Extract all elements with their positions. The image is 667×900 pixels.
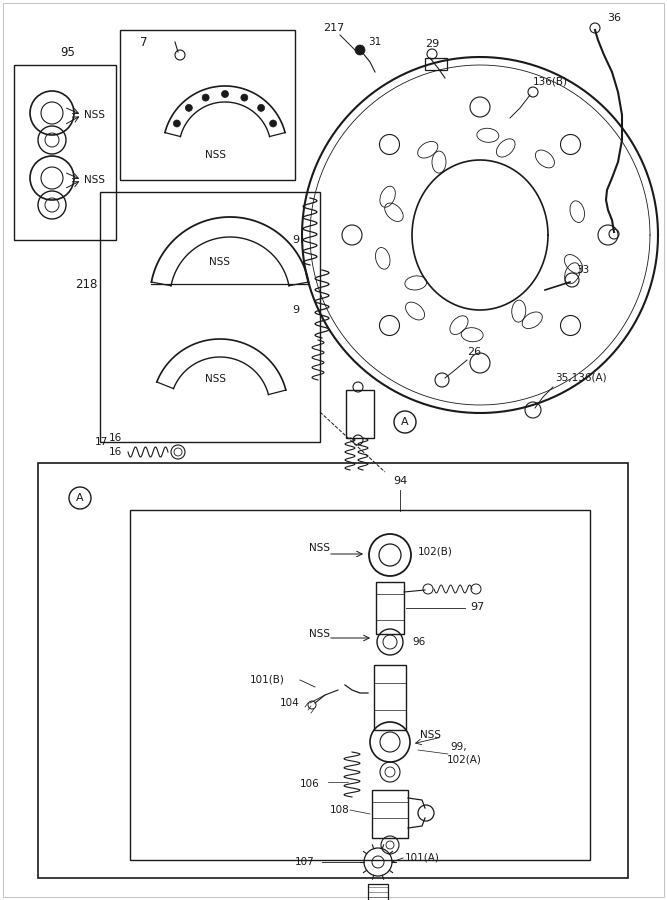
Bar [38, 463, 628, 878]
Text: 33: 33 [576, 265, 589, 275]
Circle shape [269, 120, 277, 127]
Bar [130, 510, 590, 860]
Text: NSS: NSS [309, 543, 330, 553]
Text: 218: 218 [75, 277, 98, 291]
Text: 16: 16 [109, 433, 122, 443]
Text: NSS: NSS [84, 175, 105, 185]
Text: 26: 26 [467, 347, 481, 357]
Bar [425, 58, 447, 70]
Text: 99,: 99, [450, 742, 467, 752]
Text: 35,136(A): 35,136(A) [555, 373, 606, 383]
Text: 7: 7 [140, 35, 147, 49]
Circle shape [173, 120, 180, 127]
Text: 101(A): 101(A) [405, 852, 440, 862]
Circle shape [221, 91, 229, 97]
Bar [346, 390, 374, 438]
Text: 9: 9 [292, 305, 299, 315]
Text: 31: 31 [368, 37, 382, 47]
Text: 217: 217 [323, 23, 344, 33]
Bar [100, 192, 320, 442]
Text: NSS: NSS [205, 374, 225, 384]
Circle shape [355, 45, 365, 55]
Text: 97: 97 [470, 602, 484, 612]
Text: 101(B): 101(B) [250, 675, 285, 685]
Text: 107: 107 [295, 857, 315, 867]
Text: A: A [76, 493, 84, 503]
Bar [372, 790, 408, 838]
Text: NSS: NSS [420, 730, 441, 740]
Text: 108: 108 [330, 805, 350, 815]
Circle shape [241, 94, 248, 101]
Text: 102(A): 102(A) [447, 755, 482, 765]
Text: NSS: NSS [84, 110, 105, 120]
Text: 106: 106 [300, 779, 319, 789]
Bar [376, 582, 404, 634]
Text: NSS: NSS [205, 150, 225, 160]
Text: 94: 94 [393, 476, 407, 486]
Text: 16: 16 [109, 447, 122, 457]
Circle shape [202, 94, 209, 101]
Text: A: A [401, 417, 409, 427]
Text: 29: 29 [425, 39, 440, 49]
Text: 96: 96 [412, 637, 426, 647]
Bar [374, 665, 406, 730]
Text: 102(B): 102(B) [418, 547, 453, 557]
Text: 36: 36 [607, 13, 621, 23]
Text: NSS: NSS [309, 629, 330, 639]
Circle shape [185, 104, 192, 112]
Text: 9: 9 [292, 235, 299, 245]
Circle shape [257, 104, 265, 112]
Text: 17: 17 [95, 437, 108, 447]
Bar [368, 884, 388, 900]
Text: 136(B): 136(B) [533, 77, 568, 87]
Text: NSS: NSS [209, 257, 231, 267]
Bar [120, 30, 295, 180]
Bar [14, 65, 116, 240]
Text: 95: 95 [60, 47, 75, 59]
Text: 104: 104 [280, 698, 299, 708]
